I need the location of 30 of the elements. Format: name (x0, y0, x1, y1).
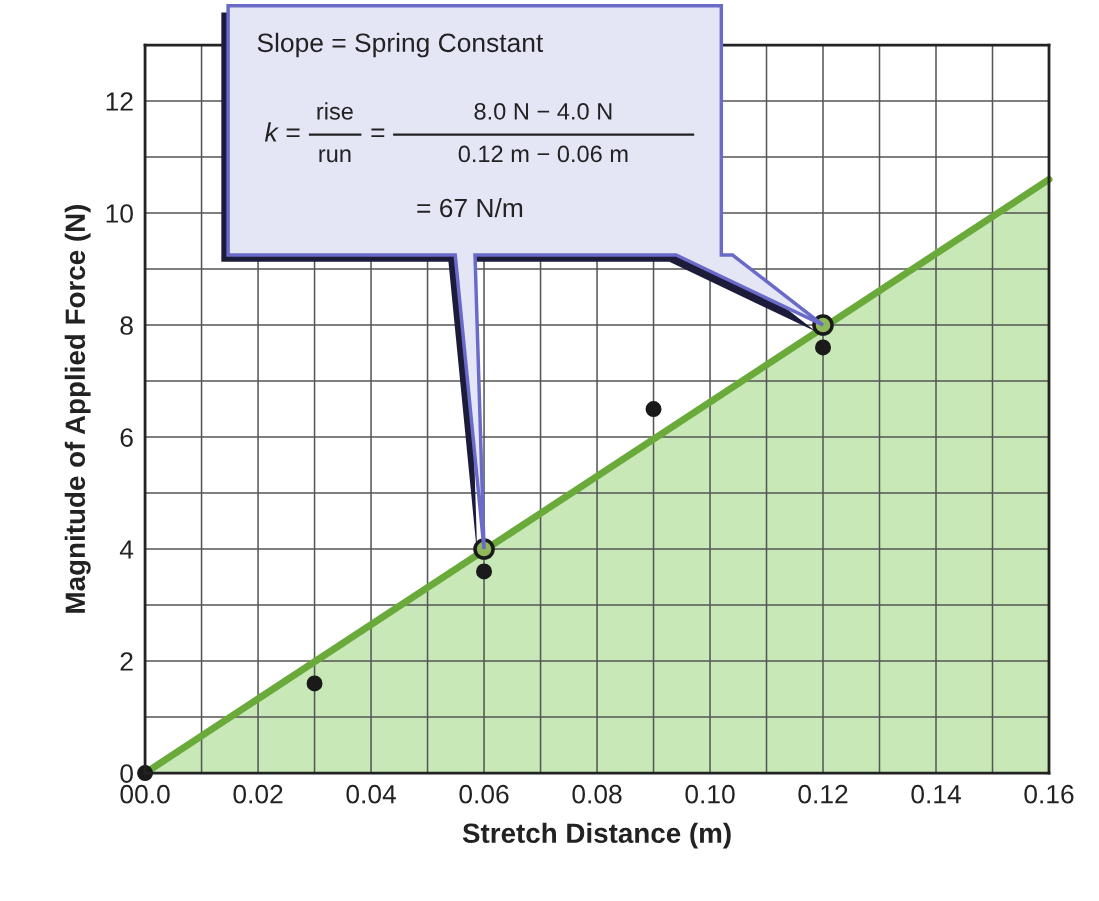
point (306, 675, 323, 692)
x-tick-label: 0.12 (798, 784, 848, 804)
x-axis-title: Stretch Distance (m) (462, 822, 731, 849)
y-tick-label: 6 (120, 428, 133, 447)
x-tick-label: 0.14 (911, 784, 961, 804)
y-tick-label: 4 (119, 540, 134, 559)
annotation: 0.12 m − 0.06 m (458, 145, 628, 163)
annotation: = (371, 128, 385, 138)
y-tick-label: 0 (120, 764, 133, 783)
x-tick-label: 00.0 (120, 784, 170, 804)
y-axis-title: Magnitude of Applied Force (N) (64, 204, 91, 613)
x-tick-label: 0.08 (572, 784, 622, 804)
point (476, 563, 493, 580)
y-tick-label: 12 (106, 92, 133, 111)
x-tick-label: 0.02 (233, 784, 283, 804)
annotation: 8.0 N − 4.0 N (474, 102, 612, 120)
annotation: Slope = Spring Constant (257, 32, 544, 58)
y-tick-label: 8 (120, 316, 133, 335)
annotation: = 67 N/m (417, 197, 523, 218)
x-tick-label: 0.10 (685, 784, 735, 804)
y-tick-label: 10 (106, 204, 133, 223)
point (645, 401, 662, 418)
x-tick-label: 0.16 (1024, 784, 1074, 804)
x-tick-label: 0.04 (346, 784, 396, 804)
x-tick-label: 0.06 (459, 784, 509, 804)
annotation: rise (317, 102, 353, 120)
annotation: k = (264, 122, 300, 142)
annotation: run (319, 149, 351, 163)
y-tick-label: 2 (120, 652, 133, 671)
point (815, 339, 831, 356)
